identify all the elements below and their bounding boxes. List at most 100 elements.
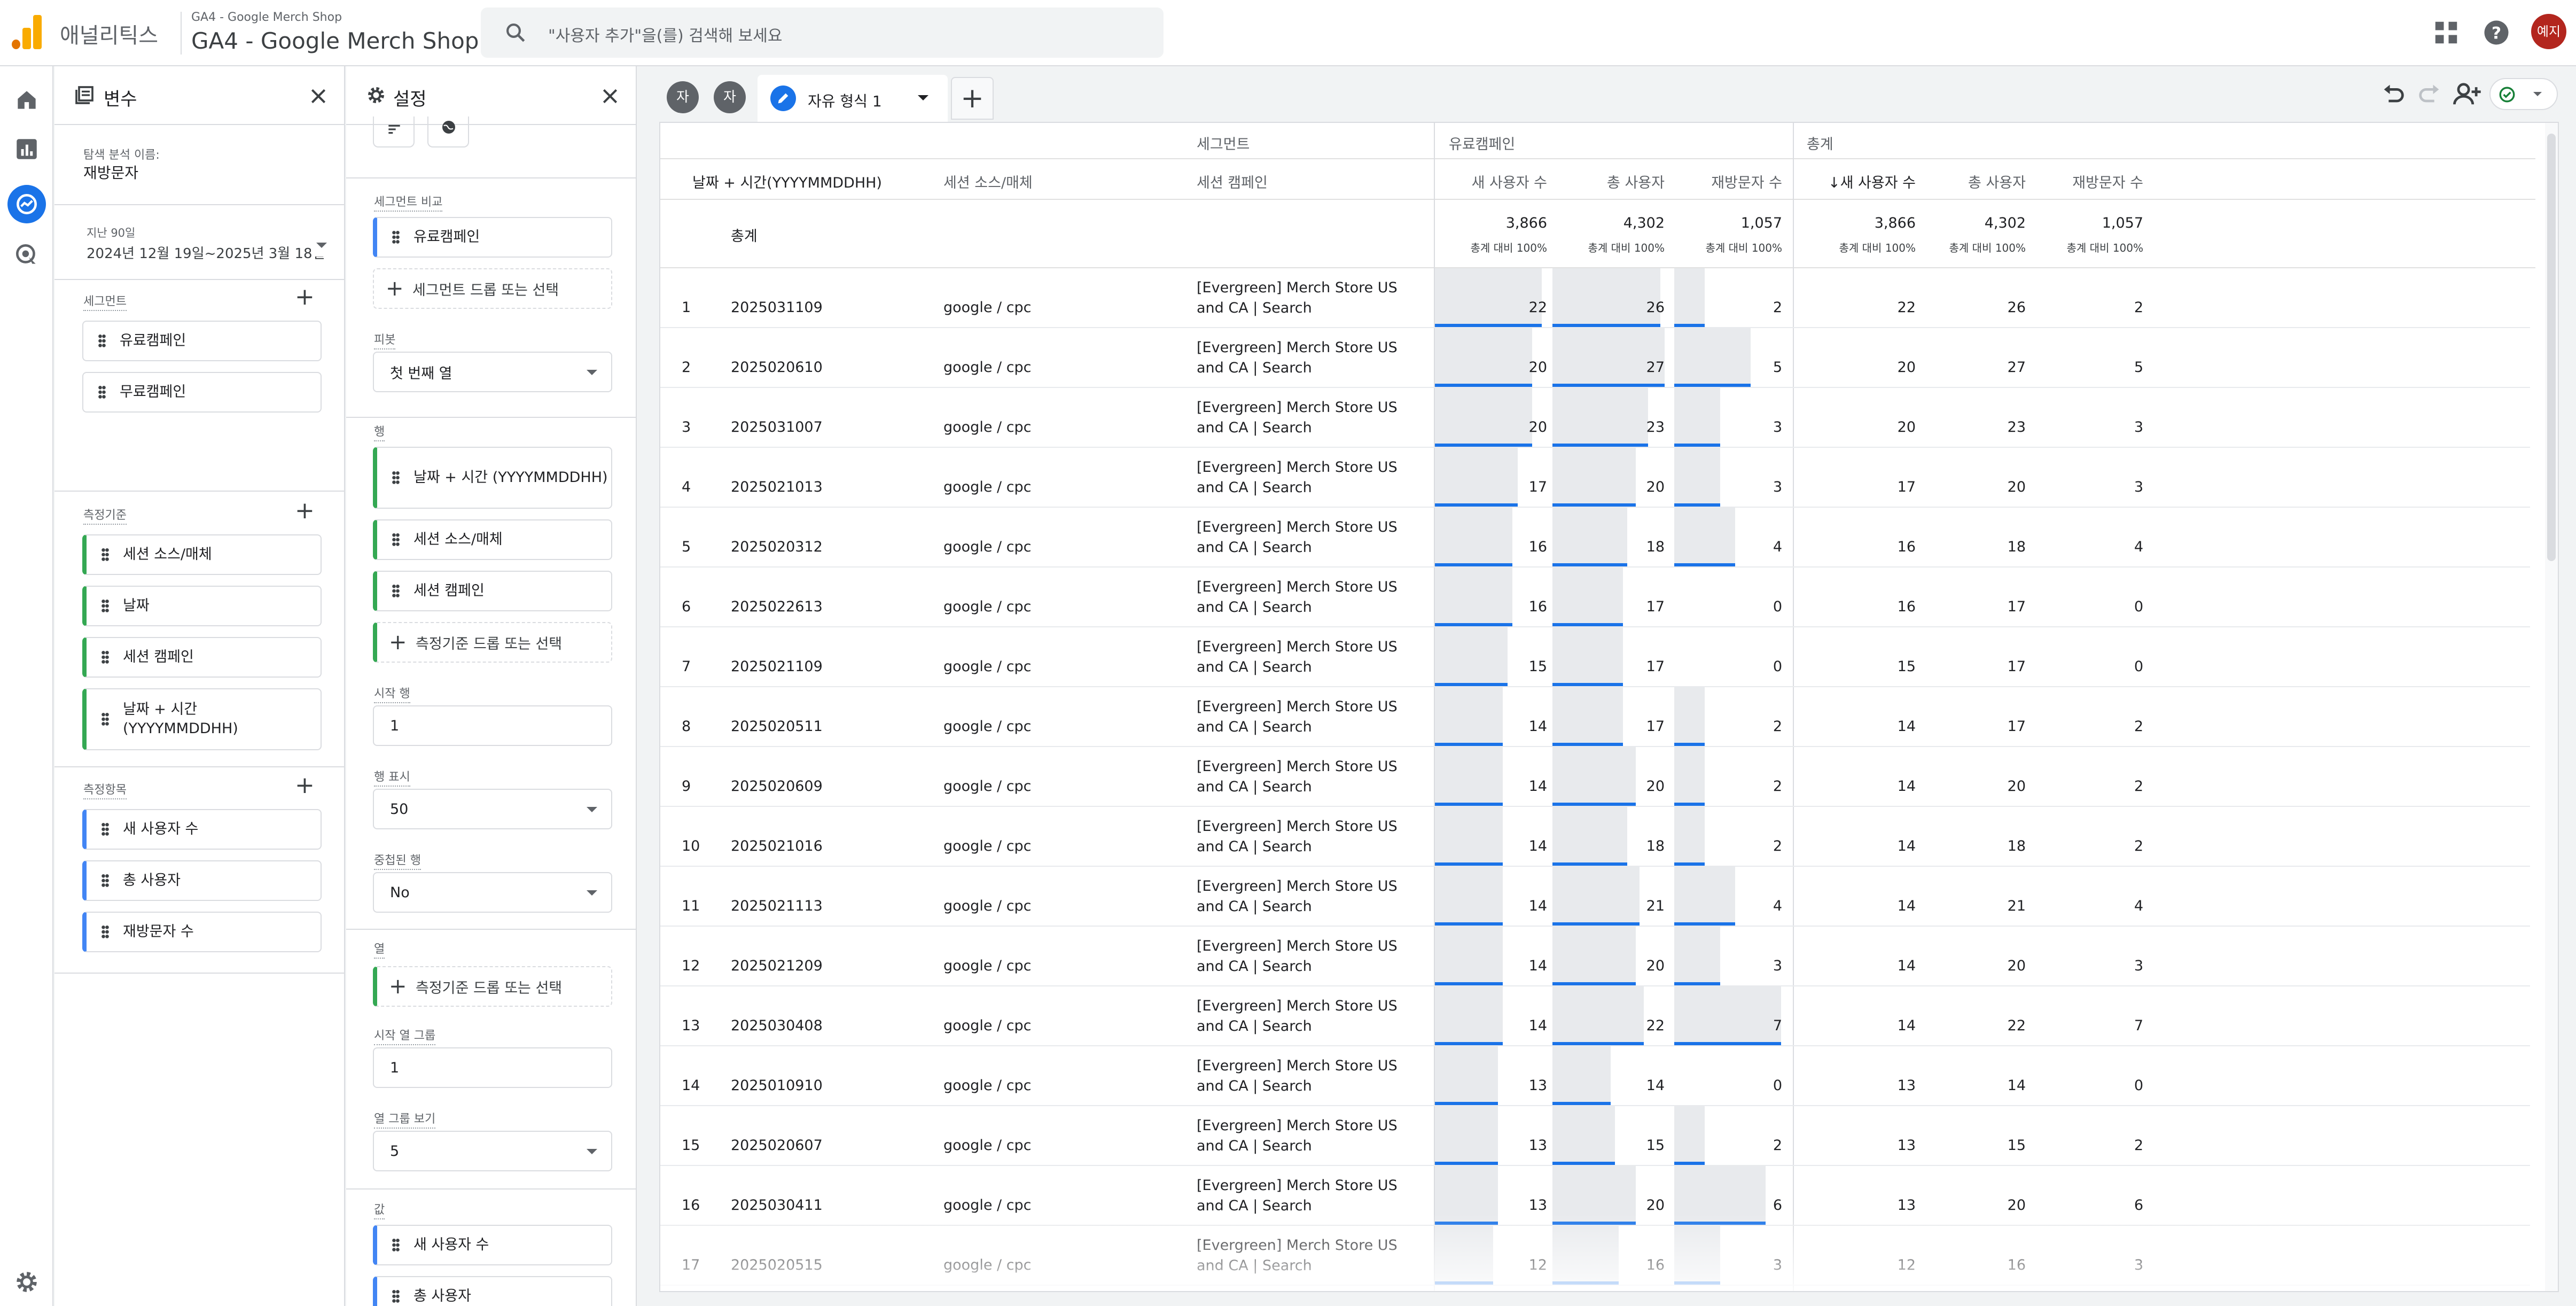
advertising-icon[interactable] bbox=[13, 242, 40, 268]
row-dimension-chip[interactable]: 세션 캠페인 bbox=[373, 571, 612, 611]
drag-handle-icon[interactable] bbox=[392, 471, 400, 485]
pivot-select[interactable]: 첫 번째 열 bbox=[373, 352, 612, 392]
dimension-chip[interactable]: 세션 캠페인 bbox=[82, 637, 322, 678]
dimension-chip[interactable]: 날짜 + 시간 (YYYYMMDDHH) bbox=[82, 688, 322, 750]
apps-grid-icon[interactable] bbox=[2432, 18, 2461, 47]
date-range-dropdown[interactable] bbox=[311, 235, 332, 256]
table-row[interactable]: 14 2025010910 google / cpc [Evergreen] Merc… bbox=[660, 1046, 2530, 1106]
drag-handle-icon[interactable] bbox=[102, 925, 109, 939]
explore-nav-active[interactable] bbox=[7, 185, 46, 223]
table-row[interactable]: 10 2025021016 google / cpc [Evergreen] Merc… bbox=[660, 807, 2530, 867]
segment-group-header[interactable]: 유료캠페인 bbox=[1449, 136, 1516, 153]
table-row[interactable]: 17 2025020515 google / cpc [Evergreen] Merc… bbox=[660, 1226, 2530, 1286]
table-row[interactable]: 15 2025020607 google / cpc [Evergreen] Merc… bbox=[660, 1106, 2530, 1166]
account-property-label[interactable]: GA4 - Google Merch Shop bbox=[191, 11, 342, 24]
col-header-new-users[interactable]: 새 사용자 수 bbox=[1471, 175, 1547, 191]
dimension-chip[interactable]: 세션 소스/매체 bbox=[82, 534, 322, 575]
exploration-name[interactable]: 재방문자 bbox=[83, 164, 139, 182]
drag-handle-icon[interactable] bbox=[392, 230, 400, 244]
col-header-returning-users[interactable]: 재방문자 수 bbox=[1711, 175, 1782, 191]
table-row[interactable]: 8 2025020511 google / cpc [Evergreen] Merch… bbox=[660, 687, 2530, 747]
close-icon[interactable] bbox=[599, 85, 621, 107]
table-row[interactable]: 13 2025030408 google / cpc [Evergreen] Merc… bbox=[660, 986, 2530, 1046]
table-row[interactable]: 1 2025031109 google / cpc [Evergreen] Merch… bbox=[660, 268, 2530, 328]
drag-handle-icon[interactable] bbox=[392, 1289, 400, 1303]
total-group-header[interactable]: 총계 bbox=[1807, 136, 1833, 153]
show-col-groups-select[interactable]: 5 bbox=[373, 1131, 612, 1171]
row-dimension-chip[interactable]: 날짜 + 시간 (YYYYMMDDHH) bbox=[373, 447, 612, 509]
row-dimension-chip[interactable]: 세션 소스/매체 bbox=[373, 519, 612, 560]
help-icon[interactable]: ? bbox=[2482, 18, 2511, 47]
start-col-group-input[interactable]: 1 bbox=[373, 1047, 612, 1088]
nested-rows-select[interactable]: No bbox=[373, 872, 612, 913]
scrollbar[interactable] bbox=[2545, 123, 2558, 1291]
table-row[interactable]: 2 2025020610 google / cpc [Evergreen] Merch… bbox=[660, 328, 2530, 388]
segment-drop-zone[interactable]: + 세그먼트 드롭 또는 선택 bbox=[373, 268, 612, 309]
date-range[interactable]: 2024년 12월 19일~2025년 3월 18일 bbox=[87, 246, 325, 262]
table-row[interactable]: 5 2025020312 google / cpc [Evergreen] Merch… bbox=[660, 508, 2530, 568]
search-bar[interactable]: "사용자 추가"을(를) 검색해 보세요 bbox=[481, 7, 1164, 58]
drag-handle-icon[interactable] bbox=[392, 1238, 400, 1252]
table-row[interactable]: 4 2025021013 google / cpc [Evergreen] Merch… bbox=[660, 448, 2530, 508]
table-row[interactable]: 16 2025030411 google / cpc [Evergreen] Merc… bbox=[660, 1166, 2530, 1226]
add-metric-button[interactable]: + bbox=[295, 772, 315, 799]
close-icon[interactable] bbox=[308, 85, 329, 107]
col-header-total-users-total[interactable]: 총 사용자 bbox=[1968, 175, 2026, 191]
account-property-name[interactable]: GA4 - Google Merch Shop bbox=[191, 28, 479, 54]
col-header-new-users-total-sorted[interactable]: ↓새 사용자 수 bbox=[1828, 175, 1916, 191]
row-drop-zone[interactable]: + 측정기준 드롭 또는 선택 bbox=[373, 622, 612, 663]
show-rows-select[interactable]: 50 bbox=[373, 789, 612, 829]
add-segment-button[interactable]: + bbox=[295, 283, 315, 310]
tab-technique-1[interactable]: 자 bbox=[667, 81, 699, 113]
metric-chip[interactable]: 새 사용자 수 bbox=[82, 809, 322, 850]
chevron-down-icon[interactable] bbox=[918, 95, 928, 100]
table-row[interactable]: 11 2025021113 google / cpc [Evergreen] Merc… bbox=[660, 867, 2530, 927]
table-row[interactable]: 6 2025022613 google / cpc [Evergreen] Merch… bbox=[660, 568, 2530, 627]
drag-handle-icon[interactable] bbox=[102, 650, 109, 664]
bar-chart-icon[interactable] bbox=[13, 136, 40, 162]
start-row-input[interactable]: 1 bbox=[373, 705, 612, 746]
segment-compare-chip[interactable]: 유료캠페인 bbox=[373, 217, 612, 258]
sort-option-button[interactable] bbox=[373, 116, 415, 147]
column-drop-zone[interactable]: + 측정기준 드롭 또는 선택 bbox=[373, 966, 612, 1007]
col-header-returning-users-total[interactable]: 재방문자 수 bbox=[2072, 175, 2143, 191]
value-metric-chip[interactable]: 새 사용자 수 bbox=[373, 1225, 612, 1265]
table-row[interactable]: 9 2025020609 google / cpc [Evergreen] Merch… bbox=[660, 747, 2530, 807]
analytics-logo-icon[interactable] bbox=[12, 15, 42, 49]
share-user-icon[interactable] bbox=[2451, 80, 2483, 108]
col-header-total-users[interactable]: 총 사용자 bbox=[1607, 175, 1665, 191]
metric-chip[interactable]: 재방문자 수 bbox=[82, 912, 322, 952]
drag-handle-icon[interactable] bbox=[102, 599, 109, 613]
metric-chip[interactable]: 총 사용자 bbox=[82, 860, 322, 901]
undo-icon[interactable] bbox=[2379, 80, 2407, 108]
col-header-source-medium[interactable]: 세션 소스/매체 bbox=[943, 175, 1033, 191]
tab-freeform-1[interactable]: 자유 형식 1 bbox=[758, 75, 948, 122]
add-tab-button[interactable]: + bbox=[951, 77, 994, 120]
drag-handle-icon[interactable] bbox=[98, 334, 106, 348]
add-dimension-button[interactable]: + bbox=[295, 497, 315, 524]
table-row[interactable]: 7 2025021109 google / cpc [Evergreen] Merch… bbox=[660, 627, 2530, 687]
status-dropdown[interactable] bbox=[2489, 78, 2558, 110]
drag-handle-icon[interactable] bbox=[102, 822, 109, 836]
avatar[interactable]: 예지 bbox=[2531, 14, 2566, 49]
drag-handle-icon[interactable] bbox=[102, 874, 109, 888]
drag-handle-icon[interactable] bbox=[102, 712, 109, 726]
value-metric-chip[interactable]: 총 사용자 bbox=[373, 1276, 612, 1306]
drag-handle-icon[interactable] bbox=[98, 385, 106, 399]
redo-icon[interactable] bbox=[2416, 80, 2444, 108]
table-row[interactable]: 12 2025021209 google / cpc [Evergreen] Merc… bbox=[660, 927, 2530, 986]
segment-chip[interactable]: 무료캠페인 bbox=[82, 372, 322, 413]
globe-option-button[interactable] bbox=[427, 116, 469, 147]
col-header-campaign[interactable]: 세션 캠페인 bbox=[1197, 175, 1268, 191]
gear-icon[interactable] bbox=[13, 1269, 40, 1295]
scrollbar-thumb[interactable] bbox=[2547, 134, 2556, 561]
table-row[interactable]: 3 2025031007 google / cpc [Evergreen] Merch… bbox=[660, 388, 2530, 448]
drag-handle-icon[interactable] bbox=[392, 533, 400, 547]
dimension-chip[interactable]: 날짜 bbox=[82, 586, 322, 626]
col-header-date-hour[interactable]: 날짜 + 시간(YYYYMMDDHH) bbox=[692, 175, 882, 191]
home-icon[interactable] bbox=[13, 87, 40, 113]
drag-handle-icon[interactable] bbox=[102, 548, 109, 562]
tab-technique-2[interactable]: 자 bbox=[714, 81, 746, 113]
drag-handle-icon[interactable] bbox=[392, 584, 400, 598]
segment-chip[interactable]: 유료캠페인 bbox=[82, 321, 322, 361]
